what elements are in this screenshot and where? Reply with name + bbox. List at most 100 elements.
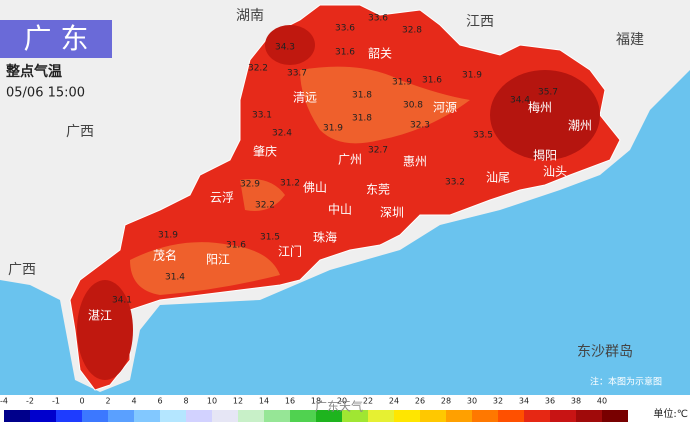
legend-swatch xyxy=(160,410,186,422)
city-label: 潮州 xyxy=(568,118,592,133)
neighbor-label: 广西 xyxy=(8,262,36,278)
legend-tick-label: -4 xyxy=(0,397,8,406)
station-temperature: 32.4 xyxy=(272,129,292,139)
station-temperature: 31.6 xyxy=(335,48,355,58)
station-temperature: 33.1 xyxy=(252,111,272,121)
legend-tick-label: 0 xyxy=(79,397,84,406)
legend-tick-label: 22 xyxy=(363,397,373,406)
station-temperature: 32.8 xyxy=(402,26,422,36)
station-temperature: 33.6 xyxy=(335,24,355,34)
legend-swatch xyxy=(602,410,628,422)
station-temperature: 32.9 xyxy=(240,180,260,190)
legend-tick-label: 40 xyxy=(597,397,607,406)
station-temperature: 33.6 xyxy=(368,14,388,24)
legend-swatch xyxy=(186,410,212,422)
city-label: 东莞 xyxy=(366,183,390,197)
city-label: 韶关 xyxy=(368,46,392,61)
city-label: 揭阳 xyxy=(533,148,557,163)
map-time: 05/06 15:00 xyxy=(6,86,85,101)
guangdong xyxy=(69,4,621,391)
legend-swatch xyxy=(134,410,160,422)
legend-tick-label: 30 xyxy=(467,397,477,406)
city-label: 江门 xyxy=(278,244,302,259)
station-temperature: 33.2 xyxy=(445,178,465,188)
legend-swatch xyxy=(82,410,108,422)
city-label: 清远 xyxy=(293,91,317,105)
legend-swatch xyxy=(472,410,498,422)
legend-swatch xyxy=(576,410,602,422)
station-temperature: 32.3 xyxy=(410,121,430,131)
legend-swatch xyxy=(550,410,576,422)
cool-zone xyxy=(240,179,285,211)
neighbor-label: 东沙群岛 xyxy=(577,344,633,360)
legend-swatch xyxy=(56,410,82,422)
legend-tick-label: 10 xyxy=(207,397,217,406)
station-temperature: 34.1 xyxy=(112,296,132,306)
legend-swatch xyxy=(4,410,30,422)
legend-tick-label: 4 xyxy=(131,397,136,406)
legend-tick-label: 28 xyxy=(441,397,451,406)
cool-zone xyxy=(130,242,280,295)
watermark: 广东天气 xyxy=(315,399,363,414)
city-label: 广州 xyxy=(338,153,362,167)
city-label: 佛山 xyxy=(303,181,327,195)
legend-swatch xyxy=(30,410,56,422)
neighbor-label: 湖南 xyxy=(236,8,264,24)
city-label: 中山 xyxy=(328,202,352,217)
station-temperature: 32.2 xyxy=(248,64,268,74)
legend-tick-label: 26 xyxy=(415,397,425,406)
station-temperature: 31.5 xyxy=(260,233,280,243)
station-temperature: 35.7 xyxy=(538,88,558,98)
legend-swatch xyxy=(420,410,446,422)
legend-swatch xyxy=(290,410,316,422)
legend-swatch xyxy=(264,410,290,422)
station-temperature: 31.9 xyxy=(323,124,343,134)
legend-tick-label: -1 xyxy=(52,397,60,406)
legend-swatch xyxy=(342,410,368,422)
province: 广 东 xyxy=(24,22,89,55)
legend-swatch xyxy=(108,410,134,422)
neighbor-label: 广西 xyxy=(66,124,94,140)
legend-tick-label: 2 xyxy=(105,397,110,406)
neighbor-label: 福建 xyxy=(616,32,644,48)
station-temperature: 31.6 xyxy=(226,241,246,251)
legend-swatch xyxy=(524,410,550,422)
legend-swatch xyxy=(316,410,342,422)
legend-swatch xyxy=(394,410,420,422)
legend-tick-label: 14 xyxy=(259,397,269,406)
city-label: 深圳 xyxy=(380,206,404,220)
legend-tick-label: 16 xyxy=(285,397,295,406)
city-label: 珠海 xyxy=(313,230,337,245)
map-title: 整点气温 xyxy=(5,63,62,80)
legend-tick-label: 38 xyxy=(571,397,581,406)
city-label: 汕尾 xyxy=(486,171,510,185)
station-temperature: 31.9 xyxy=(392,78,412,88)
legend-swatch xyxy=(212,410,238,422)
station-temperature: 33.7 xyxy=(287,69,307,79)
station-temperature: 32.7 xyxy=(368,146,388,156)
station-temperature: 31.4 xyxy=(165,273,185,283)
legend-swatch xyxy=(368,410,394,422)
city-label: 河源 xyxy=(433,101,457,115)
province-badge xyxy=(0,20,112,58)
note: 注：本图为示意图 xyxy=(590,376,662,388)
city-label: 云浮 xyxy=(210,191,234,205)
city-label: 肇庆 xyxy=(253,144,277,159)
legend-tick-label: 18 xyxy=(311,397,321,406)
hot-zone xyxy=(77,280,133,380)
legend-tick-label: 8 xyxy=(183,397,188,406)
city-label: 湛江 xyxy=(88,309,112,323)
legend-swatch xyxy=(498,410,524,422)
legend-unit: 单位:℃ xyxy=(653,407,688,420)
legend-tick-label: 32 xyxy=(493,397,503,406)
city-label: 茂名 xyxy=(153,248,177,263)
legend-tick-label: 34 xyxy=(519,397,529,406)
legend-tick-label: 6 xyxy=(157,397,162,406)
station-temperature: 31.8 xyxy=(352,114,372,124)
station-temperature: 31.9 xyxy=(462,71,482,81)
legend-tick-label: 36 xyxy=(545,397,555,406)
station-temperature: 31.8 xyxy=(352,91,372,101)
station-temperature: 34.3 xyxy=(275,43,295,53)
cool-zone xyxy=(300,66,470,144)
